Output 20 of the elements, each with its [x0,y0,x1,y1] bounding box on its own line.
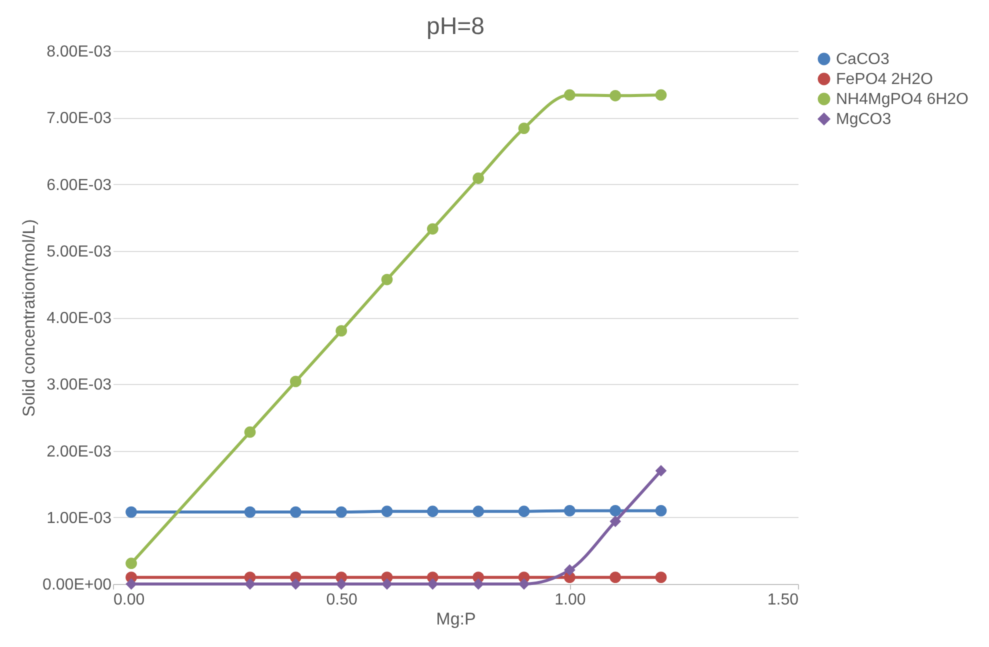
legend-label: FePO4 2H2O [836,71,933,88]
x-tick-label: 1.50 [767,592,799,608]
y-tick-label: 2.00E-03 [46,443,112,460]
y-tick-label: 6.00E-03 [46,176,112,194]
y-tick-label: 1.00E-03 [46,510,112,527]
x-tick-label: 0.50 [326,592,358,608]
y-tick-label: 5.00E-03 [46,243,112,260]
legend-label: NH4MgPO4 6H2O [836,91,968,108]
chart-title: pH=8 [426,13,485,40]
x-tick-label: 1.00 [554,592,586,608]
legend-label: CaCO3 [836,51,890,68]
x-tick-label: 0.00 [114,592,145,608]
y-tick-label: 7.00E-03 [46,110,112,128]
legend-label: MgCO3 [836,111,892,128]
y-tick-label: 8.00E-03 [46,44,112,60]
y-axis-title: Solid concentration(mol/L) [20,219,39,417]
x-axis-title: Mg:P [436,610,476,628]
y-tick-label: 3.00E-03 [46,376,112,394]
y-tick-label: 0.00E+00 [42,576,112,594]
y-tick-label: 4.00E-03 [46,310,112,327]
